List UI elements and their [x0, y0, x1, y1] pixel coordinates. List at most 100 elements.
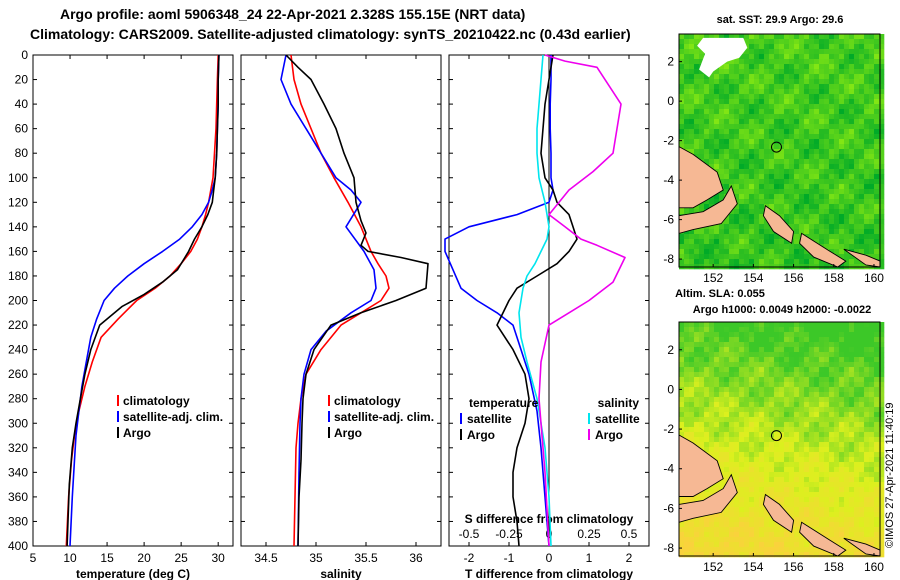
- sst-cell: [744, 254, 750, 260]
- sla-cell: [799, 377, 805, 383]
- sst-cell: [789, 184, 795, 190]
- sla-cell: [859, 402, 865, 408]
- sla-cell: [859, 397, 865, 403]
- sla-cell: [759, 327, 765, 333]
- sla-cell: [734, 347, 740, 353]
- sla-cell: [714, 352, 720, 358]
- sst-cell: [714, 89, 720, 95]
- sst-cell: [714, 129, 720, 135]
- sla-cell: [709, 377, 715, 383]
- sst-cell: [764, 244, 770, 250]
- sla-cell: [839, 397, 845, 403]
- sla-cell: [849, 387, 855, 393]
- sst-cell: [864, 99, 870, 105]
- sla-cell: [859, 537, 865, 543]
- sla-cell: [784, 502, 790, 508]
- sst-cell: [729, 169, 735, 175]
- sst-cell: [824, 119, 830, 125]
- sla-cell: [744, 507, 750, 513]
- sst-cell: [754, 79, 760, 85]
- sla-cell: [694, 537, 700, 543]
- sst-cell: [834, 184, 840, 190]
- sla-cell: [734, 367, 740, 373]
- sst-cell: [779, 69, 785, 75]
- sla-cell: [794, 477, 800, 483]
- sla-cell: [869, 387, 875, 393]
- sst-cell: [819, 194, 825, 200]
- sst-cell: [749, 169, 755, 175]
- sst-cell: [794, 239, 800, 245]
- sla-cell: [879, 432, 885, 438]
- sla-cell: [704, 367, 710, 373]
- sst-cell: [724, 104, 730, 110]
- sla-cell: [804, 352, 810, 358]
- sst-cell: [769, 54, 775, 60]
- sla-cell: [754, 522, 760, 528]
- sla-cell: [734, 507, 740, 513]
- sla-cell: [679, 332, 685, 338]
- sla-cell: [699, 352, 705, 358]
- sla-cell: [829, 427, 835, 433]
- sla-cell: [804, 522, 810, 528]
- sla-cell: [804, 437, 810, 443]
- sst-cell: [844, 204, 850, 210]
- sla-cell: [879, 412, 885, 418]
- sla-cell: [764, 332, 770, 338]
- sla-cell: [724, 357, 730, 363]
- sla-cell: [879, 517, 885, 523]
- sla-cell: [854, 492, 860, 498]
- sla-cell: [704, 492, 710, 498]
- sla-cell: [754, 552, 760, 558]
- sla-cell: [769, 377, 775, 383]
- sst-cell: [719, 239, 725, 245]
- sst-cell: [689, 54, 695, 60]
- sla-cell: [844, 507, 850, 513]
- sst-cell: [834, 169, 840, 175]
- sst-cell: [854, 109, 860, 115]
- sla-cell: [709, 332, 715, 338]
- sla-cell: [814, 372, 820, 378]
- sst-cell: [839, 94, 845, 100]
- sst-cell: [794, 259, 800, 265]
- sst-cell: [699, 239, 705, 245]
- sst-cell: [679, 99, 685, 105]
- sst-cell: [814, 189, 820, 195]
- sla-cell: [824, 487, 830, 493]
- sst-cell: [729, 249, 735, 255]
- sla-cell: [739, 517, 745, 523]
- sla-cell: [709, 347, 715, 353]
- sla-cell: [779, 442, 785, 448]
- sst-cell: [739, 164, 745, 170]
- sst-cell: [854, 114, 860, 120]
- sst-cell: [824, 129, 830, 135]
- sst-cell: [719, 114, 725, 120]
- sla-cell: [864, 492, 870, 498]
- sla-cell: [744, 542, 750, 548]
- sst-cell: [849, 94, 855, 100]
- sst-cell: [779, 84, 785, 90]
- sst-cell: [859, 244, 865, 250]
- sst-cell: [689, 109, 695, 115]
- sst-cell: [779, 34, 785, 40]
- sst-cell: [799, 134, 805, 140]
- sst-cell: [774, 239, 780, 245]
- sst-cell: [764, 109, 770, 115]
- sst-cell: [769, 239, 775, 245]
- sla-cell: [854, 447, 860, 453]
- sla-cell: [749, 347, 755, 353]
- sst-cell: [694, 54, 700, 60]
- sla-cell: [819, 482, 825, 488]
- x-tick-label: 10: [63, 551, 77, 565]
- salinity-difference-tick-label: 0.25: [577, 527, 601, 541]
- sla-cell: [774, 462, 780, 468]
- sst-cell: [729, 119, 735, 125]
- sst-cell: [844, 234, 850, 240]
- sst-cell: [734, 184, 740, 190]
- sla-cell: [784, 327, 790, 333]
- sst-cell: [809, 124, 815, 130]
- sst-cell: [869, 174, 875, 180]
- sla-cell: [729, 342, 735, 348]
- sst-cell: [829, 169, 835, 175]
- sst-cell: [794, 204, 800, 210]
- sst-cell: [859, 39, 865, 45]
